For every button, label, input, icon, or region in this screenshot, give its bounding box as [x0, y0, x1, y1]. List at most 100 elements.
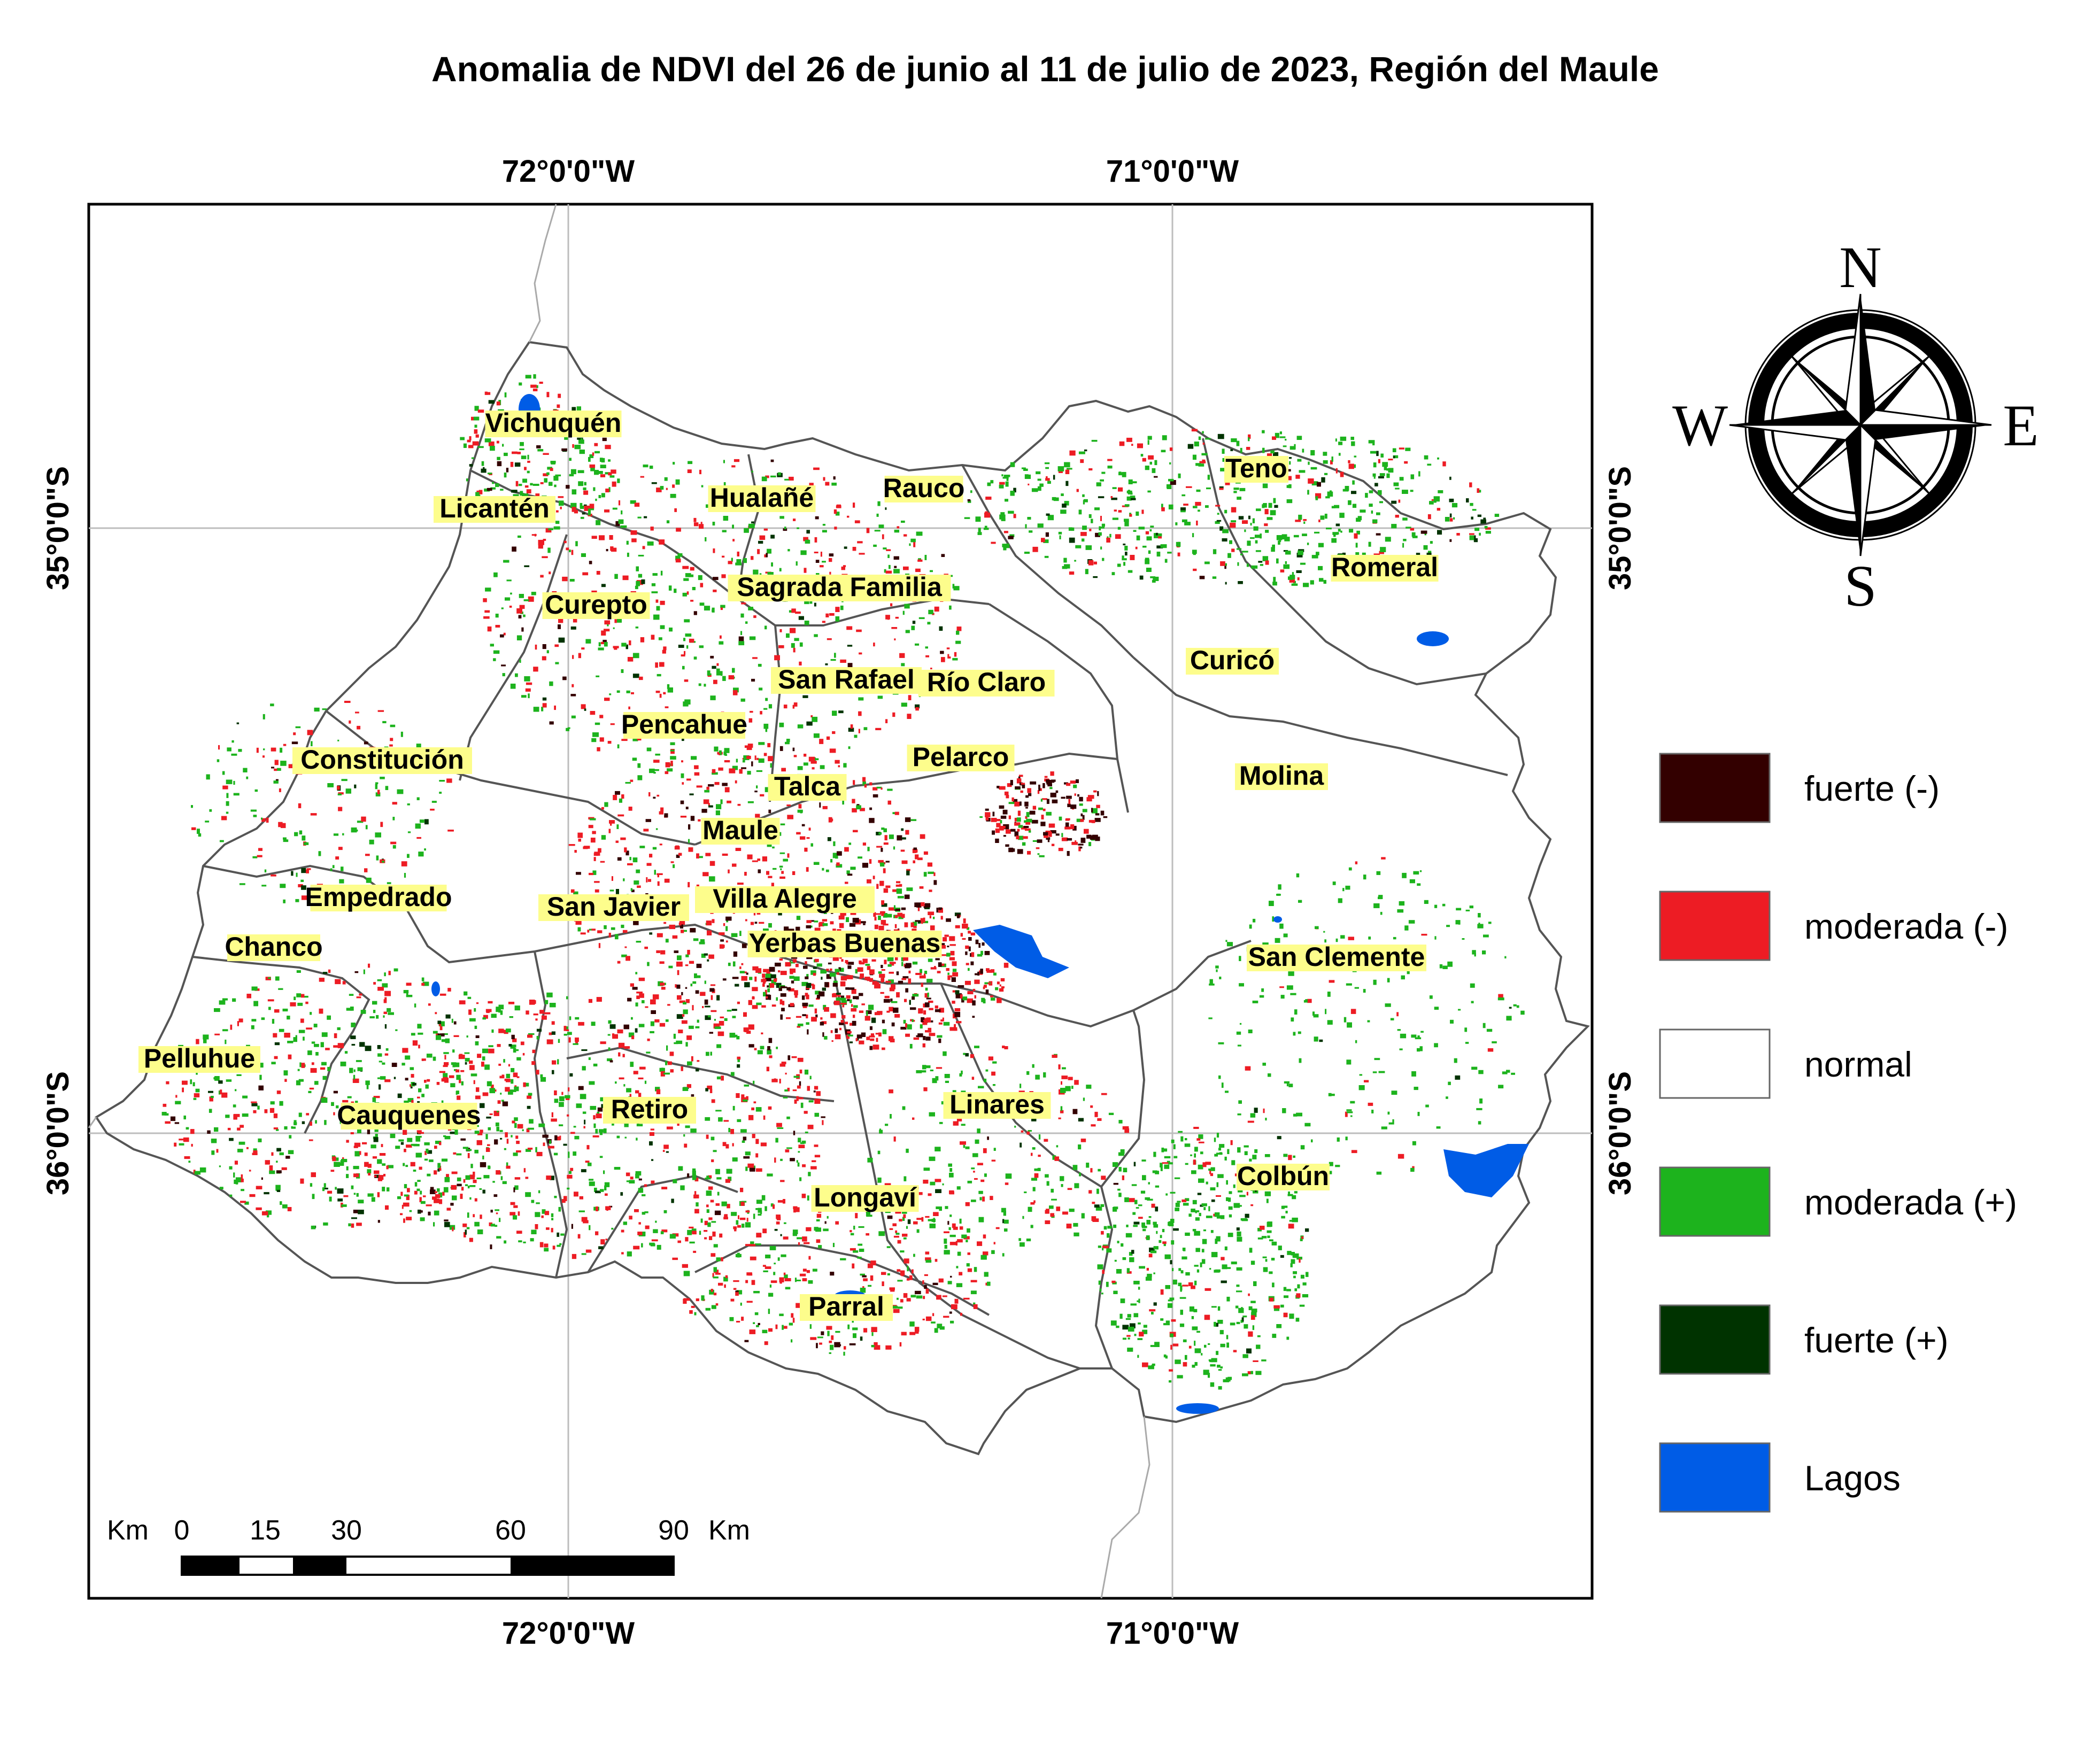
place-label: Curicó: [1186, 645, 1279, 675]
place-label: Sagrada Familia: [728, 572, 951, 602]
legend-label: moderada (-): [1804, 907, 2008, 946]
place-label-text: Curepto: [545, 590, 647, 620]
compass-rose-icon: N S E W: [1672, 235, 2039, 618]
lake-small-1: [431, 981, 440, 996]
place-label: Molina: [1235, 761, 1328, 791]
place-label-text: Romeral: [1331, 552, 1438, 582]
scale-tick-90: 90: [658, 1515, 689, 1546]
place-label: Constitución: [292, 745, 472, 775]
place-label: Parral: [800, 1291, 893, 1321]
place-label-background: [1331, 555, 1439, 582]
place-label-text: Río Claro: [927, 667, 1046, 697]
lat-label-right-35s: 35°0'0"S: [1603, 466, 1638, 590]
lake-romeral: [1417, 631, 1449, 646]
place-label: Licantén: [434, 493, 555, 523]
lon-label-bottom-72w: 72°0'0"W: [502, 1616, 635, 1651]
place-label-background: [1224, 456, 1288, 483]
legend-swatch: [1659, 891, 1771, 961]
legend-swatch: [1659, 753, 1771, 823]
place-label: Retiro: [603, 1094, 696, 1124]
lat-label-left-36s: 36°0'0"S: [41, 1071, 75, 1195]
place-label-background: [943, 1092, 1051, 1119]
place-label-background: [434, 496, 555, 523]
scale-unit-left: Km: [107, 1515, 149, 1546]
place-label: Pelarco: [907, 742, 1015, 772]
place-label-background: [623, 712, 745, 739]
legend-label: moderada (+): [1804, 1182, 2017, 1222]
place-label-background: [695, 886, 875, 913]
place-label: Rauco: [883, 473, 965, 503]
western-border-line: [88, 1117, 97, 1128]
legend-label: normal: [1804, 1045, 1912, 1084]
place-labels: Vichuquén Licantén Hualañé Rauco Teno Romeral…: [138, 408, 1439, 1321]
place-label: Talca: [768, 771, 847, 801]
place-label: Yerbas Buenas: [747, 928, 942, 958]
place-label-background: [800, 1294, 893, 1321]
lake-small-2: [1273, 916, 1282, 923]
place-label-text: Longaví: [814, 1182, 917, 1212]
scale-tick-30: 30: [331, 1515, 362, 1546]
place-label-background: [1237, 1164, 1330, 1190]
place-label-background: [292, 747, 472, 774]
scale-tick-60: 60: [495, 1515, 526, 1546]
place-label: Colbún: [1237, 1161, 1330, 1191]
place-label-text: Retiro: [611, 1094, 688, 1124]
place-label-text: Yerbas Buenas: [749, 928, 941, 958]
place-label: Villa Alegre: [695, 884, 875, 914]
place-label-text: Molina: [1239, 761, 1325, 791]
place-label-text: Colbún: [1237, 1161, 1329, 1191]
legend-label: fuerte (+): [1804, 1320, 1949, 1360]
legend-label: Lagos: [1804, 1458, 1901, 1498]
legend-swatch: [1659, 1304, 1771, 1375]
place-label-text: Rauco: [883, 473, 965, 503]
place-label-background: [771, 667, 922, 694]
legend-swatch: [1659, 1028, 1771, 1099]
place-label-text: San Clemente: [1248, 942, 1425, 972]
place-label-background: [1235, 763, 1328, 790]
legend: fuerte (-) moderada (-) normal moderada (+)…: [1659, 753, 2017, 1513]
place-label: Curepto: [542, 590, 650, 620]
place-label-background: [701, 818, 780, 845]
place-label-background: [603, 1097, 696, 1124]
place-label-text: Teno: [1225, 453, 1287, 483]
place-label-background: [138, 1046, 260, 1073]
map-title: Anomalia de NDVI del 26 de junio al 11 d…: [431, 49, 1659, 89]
place-label-text: Parral: [808, 1291, 884, 1321]
place-label-background: [538, 894, 689, 921]
legend-label: fuerte (-): [1804, 769, 1940, 808]
place-label-text: Talca: [774, 771, 841, 801]
place-label-background: [227, 934, 320, 961]
legend-swatch: [1659, 1442, 1771, 1513]
compass-w: W: [1672, 393, 1728, 458]
place-label-text: Sagrada Familia: [737, 572, 943, 602]
lat-label-left-35s: 35°0'0"S: [41, 466, 75, 590]
place-label: Romeral: [1331, 552, 1439, 582]
place-label-text: Constitución: [300, 745, 464, 775]
place-label: Cauquenes: [337, 1100, 481, 1130]
scale-tick-15: 15: [250, 1515, 281, 1546]
place-label-text: Chanco: [225, 932, 322, 962]
place-label-background: [542, 592, 650, 619]
compass-s: S: [1844, 553, 1876, 618]
place-label: Empedrado: [305, 882, 452, 912]
place-label: San Clemente: [1247, 942, 1426, 972]
place-label-text: Empedrado: [305, 882, 452, 912]
lon-label-top-72w: 72°0'0"W: [502, 154, 635, 189]
place-label-text: San Rafael: [778, 664, 915, 694]
place-label-text: Linares: [949, 1089, 1045, 1119]
place-label-text: Pelluhue: [144, 1043, 255, 1073]
place-label-background: [747, 931, 942, 957]
lon-label-top-71w: 71°0'0"W: [1106, 154, 1239, 189]
lake-laja-south: [1443, 1144, 1529, 1197]
place-label-background: [907, 745, 1015, 771]
place-label-background: [1186, 648, 1279, 675]
place-label: Pelluhue: [138, 1043, 260, 1073]
place-label: Maule: [701, 815, 780, 845]
place-label-text: Pelarco: [913, 742, 1009, 772]
place-label-background: [918, 670, 1055, 697]
place-label: Hualañé: [708, 483, 816, 513]
scale-tick-0: 0: [174, 1515, 190, 1546]
legend-swatch: [1659, 1166, 1771, 1237]
compass-n: N: [1839, 235, 1881, 300]
northern-border-line: [528, 204, 557, 343]
